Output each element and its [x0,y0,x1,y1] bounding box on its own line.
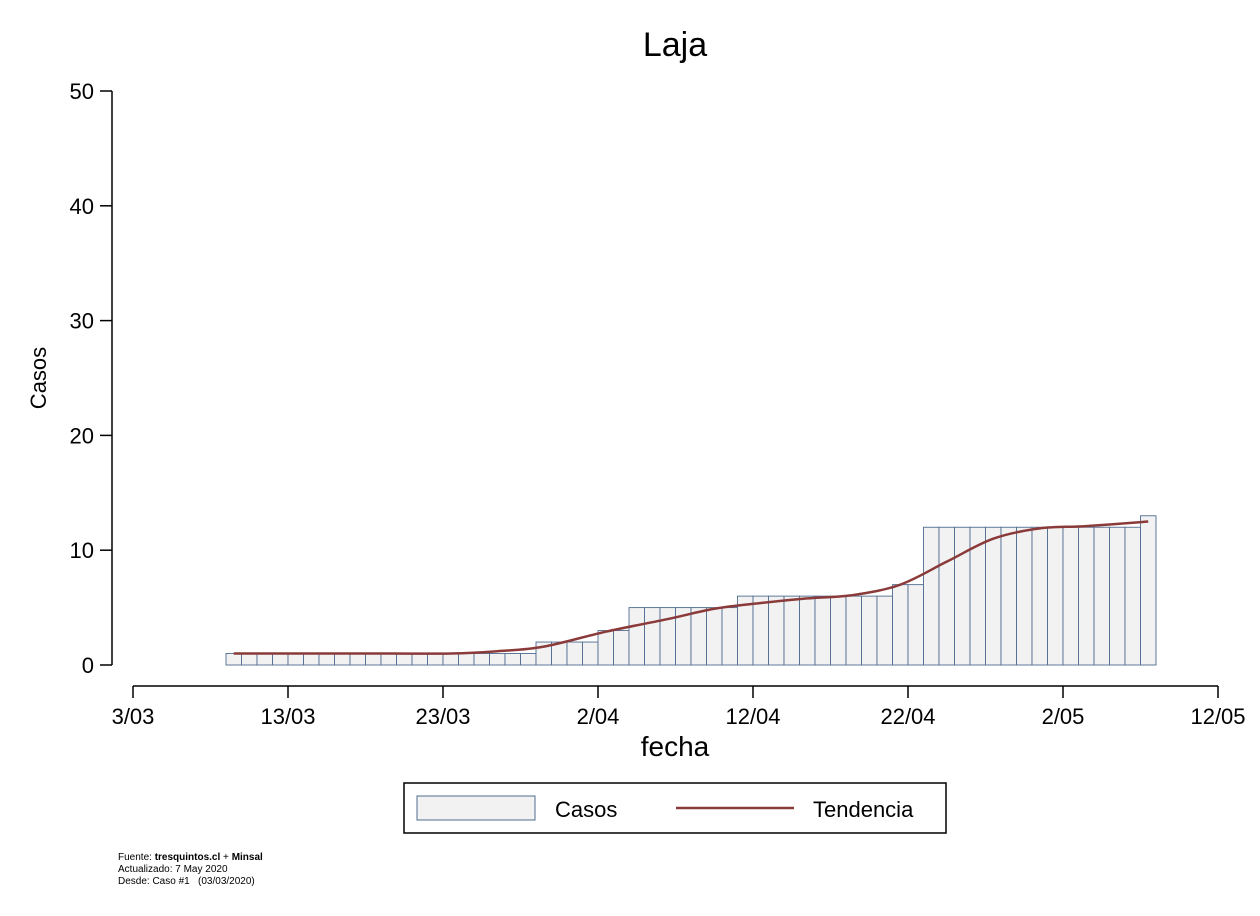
bar [1000,526,1017,666]
legend-label-tendencia: Tendencia [813,797,914,822]
bar [1093,526,1110,666]
y-tick-label: 0 [82,653,94,678]
source-prefix: Fuente: [118,852,155,863]
bar [427,653,444,666]
bar-series [225,515,1157,666]
x-tick-label: 3/03 [112,704,155,729]
bar [442,653,459,666]
bar [365,653,382,666]
bar [938,526,955,666]
bar [706,607,723,666]
x-tick-label: 22/04 [880,704,935,729]
legend: Casos Tendencia [403,782,947,834]
chart-title: Laja [643,26,707,64]
y-axis: 0 10 20 30 40 50 [70,79,113,678]
bar [1140,515,1157,666]
source-plus: + [220,852,232,863]
bar [721,607,738,666]
bar [582,641,599,666]
bar [318,653,335,666]
bar [1109,526,1126,666]
bar [954,526,971,666]
source-note: Fuente: tresquintos.cl + Minsal Actualiz… [118,852,263,888]
bar [566,641,583,666]
bar [613,630,630,666]
bar [380,653,397,666]
y-tick-label: 30 [70,309,94,334]
x-tick-label: 13/03 [260,704,315,729]
x-tick-label: 12/04 [725,704,780,729]
y-tick-label: 10 [70,538,94,563]
bar [272,653,289,666]
x-tick-label: 23/03 [415,704,470,729]
bar [520,653,537,666]
x-tick-label: 2/04 [577,704,620,729]
bar [225,653,242,666]
bar [334,653,351,666]
bar [256,653,273,666]
bar [768,595,785,666]
bar [1062,526,1079,666]
x-axis: 3/03 13/03 23/03 2/04 12/04 22/04 2/05 12/05 [112,685,1246,729]
bar [458,653,475,666]
y-tick-label: 50 [70,79,94,104]
bar [1124,526,1141,666]
source-name: tresquintos.cl [154,852,221,863]
bar [396,653,413,666]
bar [907,584,924,666]
bar [1016,526,1033,666]
bar [876,595,893,666]
bar [628,607,645,666]
x-tick-label: 2/05 [1042,704,1085,729]
trend-series [233,520,1149,655]
legend-label-casos: Casos [555,797,617,822]
bar [892,584,909,666]
x-axis-label: fecha [641,731,710,762]
y-tick-label: 40 [70,194,94,219]
bar [799,595,816,666]
bar [411,653,428,666]
bar [473,653,490,666]
bar [752,595,769,666]
since-line: Desde: Caso #1 (03/03/2020) [118,876,255,887]
bar [1078,526,1095,666]
bar [659,607,676,666]
updated-line: Actualizado: 7 May 2020 [118,864,228,875]
bar [923,526,940,666]
bar [830,595,847,666]
bar [287,653,304,666]
bar [845,595,862,666]
y-axis-label: Casos [26,347,51,409]
bar [597,630,614,666]
bar [241,653,258,666]
bar [349,653,366,666]
y-tick-label: 20 [70,423,94,448]
bar [303,653,320,666]
source-line: Fuente: tresquintos.cl + Minsal [118,852,263,864]
legend-swatch-casos [416,795,536,821]
bar [504,653,521,666]
bar [644,607,661,666]
bar [861,595,878,666]
bar [985,526,1002,666]
source-name-2: Minsal [231,852,263,863]
bar [690,607,707,666]
trend-line [233,520,1149,655]
bar [1047,526,1064,666]
x-tick-label: 12/05 [1190,704,1245,729]
bar [1031,526,1048,666]
bar [814,595,831,666]
bar [783,595,800,666]
bar [489,653,506,666]
